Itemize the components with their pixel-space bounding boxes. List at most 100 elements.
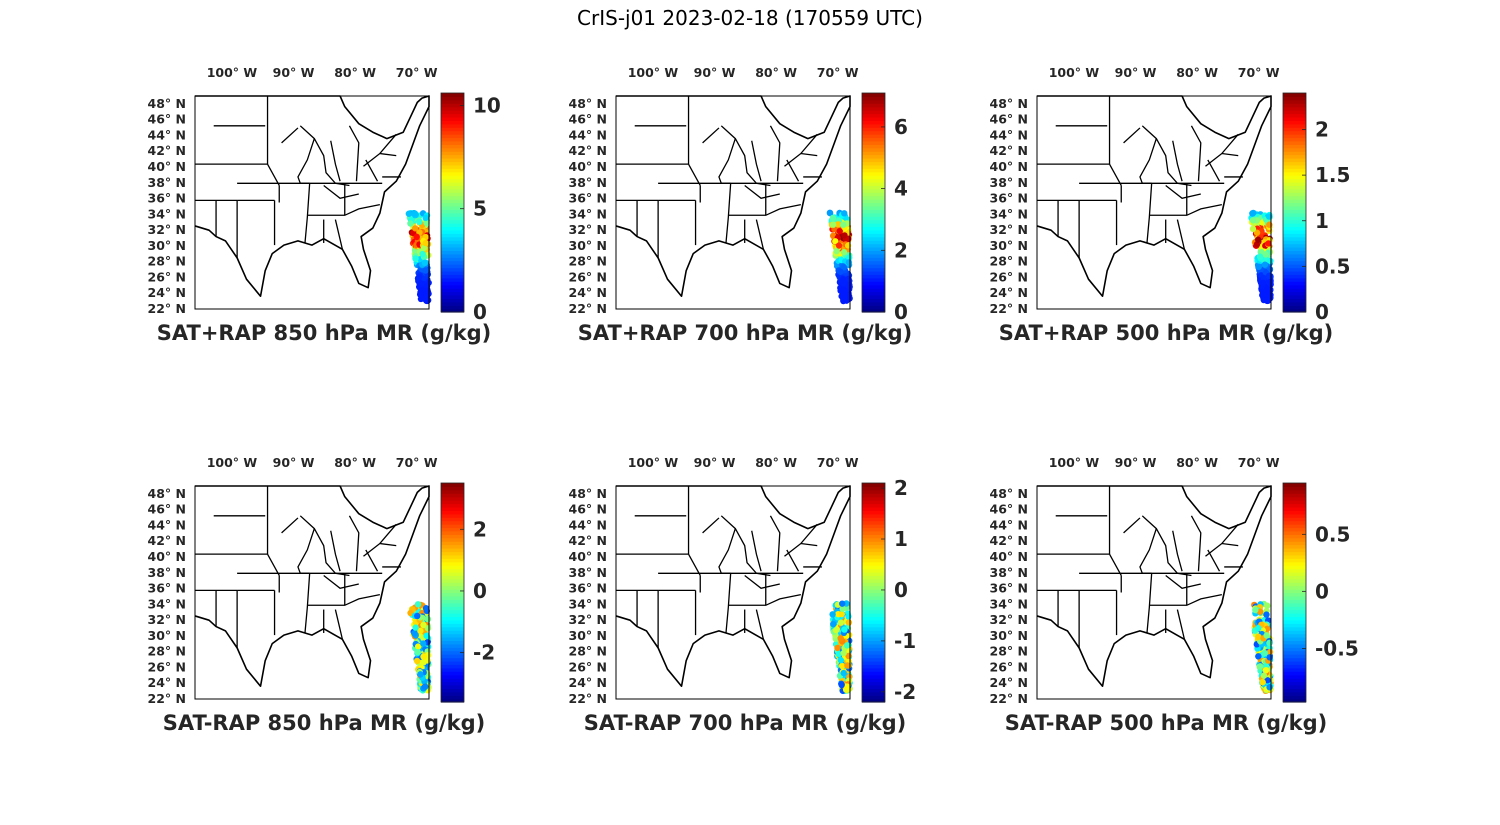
colorbar-segment	[1283, 246, 1306, 252]
colorbar-segment	[862, 151, 885, 156]
colorbar-segment	[862, 229, 885, 234]
data-point	[841, 626, 848, 633]
latitude-tick-label: 40° N	[569, 159, 607, 174]
colorbar-segment	[441, 223, 464, 228]
colorbar-segment	[1283, 510, 1306, 515]
state-border	[755, 219, 765, 250]
data-point	[834, 644, 841, 652]
longitude-tick-label: 70° W	[817, 65, 859, 80]
colorbar-segment	[441, 551, 464, 556]
data-point	[837, 635, 844, 642]
colorbar-segment	[441, 489, 464, 494]
data-point	[412, 624, 419, 631]
latitude-tick-label: 36° N	[569, 581, 607, 596]
colorbar-segment	[441, 500, 464, 505]
state-border	[1221, 133, 1239, 154]
colorbar-segment	[441, 636, 464, 642]
data-point	[412, 255, 419, 262]
state-border	[718, 515, 737, 574]
colorbar-segment	[862, 219, 885, 224]
state-border	[281, 127, 299, 144]
colorbar-segment	[1283, 640, 1306, 645]
colorbar-segment	[1283, 154, 1306, 159]
state-border	[1146, 183, 1153, 244]
colorbar-segment	[441, 284, 464, 289]
longitude-tick-label: 80° W	[334, 65, 376, 80]
latitude-tick-label: 44° N	[148, 127, 186, 142]
colorbar-segment	[862, 589, 885, 594]
colorbar-segment	[441, 236, 464, 241]
latitude-tick-label: 46° N	[990, 502, 1028, 517]
state-border	[755, 609, 765, 640]
colorbar-segment	[1283, 691, 1306, 696]
state-border	[1155, 138, 1192, 187]
data-point	[1262, 667, 1270, 674]
colorbar-segment	[862, 517, 885, 522]
colorbar-segment	[862, 284, 885, 289]
colorbar-segment	[441, 144, 464, 149]
colorbar-segment	[862, 192, 885, 197]
data-point	[421, 259, 429, 267]
colorbar-segment	[1283, 561, 1306, 566]
colorbar-tick-label: 2	[473, 517, 487, 541]
colorbar-segment	[441, 664, 464, 669]
colorbar-segment	[862, 613, 885, 618]
colorbar-segment	[1283, 130, 1306, 135]
colorbar-segment	[441, 288, 464, 293]
data-point	[845, 613, 852, 620]
colorbar-segment	[862, 116, 885, 121]
colorbar-segment	[1283, 281, 1306, 286]
colorbar-segment	[1283, 158, 1306, 163]
colorbar-segment	[862, 106, 885, 111]
data-point	[422, 239, 429, 247]
colorbar-segment	[441, 175, 464, 180]
colorbar-segment	[1283, 660, 1306, 665]
state-border	[1176, 219, 1186, 250]
latitude-tick-label: 38° N	[569, 175, 607, 190]
colorbar-segment	[441, 654, 464, 659]
latitude-tick-label: 34° N	[148, 596, 186, 611]
data-point	[424, 625, 432, 632]
latitude-tick-label: 42° N	[990, 533, 1028, 548]
state-border	[379, 523, 397, 544]
latitude-tick-label: 34° N	[990, 206, 1028, 221]
longitude-tick-label: 80° W	[1176, 65, 1218, 80]
colorbar-segment	[441, 202, 464, 207]
data-point	[414, 601, 422, 608]
map-frame	[194, 95, 430, 310]
colorbar-segment	[441, 103, 464, 108]
colorbar-segment	[441, 527, 464, 532]
colorbar-segment	[1283, 277, 1306, 282]
colorbar-segment	[1283, 489, 1306, 494]
colorbar-segment	[862, 582, 885, 587]
colorbar-segment	[441, 678, 464, 683]
colorbar-segment	[441, 151, 464, 156]
data-point	[417, 671, 424, 678]
data-point	[1255, 263, 1262, 270]
colorbar-segment	[441, 582, 464, 587]
data-point	[413, 657, 421, 665]
state-border	[718, 125, 737, 184]
colorbar-segment	[441, 308, 464, 313]
latitude-tick-label: 46° N	[990, 112, 1028, 127]
state-border	[297, 515, 316, 574]
longitude-tick-label: 70° W	[1238, 65, 1280, 80]
state-border	[330, 140, 341, 182]
map-frame	[194, 485, 430, 700]
colorbar-segment	[1283, 674, 1306, 679]
colorbar-segment	[1283, 595, 1306, 600]
colorbar-segment	[441, 134, 464, 139]
colorbar-segment	[441, 243, 464, 248]
data-point	[834, 221, 842, 228]
latitude-tick-label: 42° N	[990, 143, 1028, 158]
colorbar-segment	[441, 667, 464, 672]
latitude-tick-label: 48° N	[990, 96, 1028, 111]
latitude-tick-label: 32° N	[569, 612, 607, 627]
data-point	[1264, 294, 1271, 302]
colorbar-segment	[862, 246, 885, 252]
colorbar-segment	[1283, 110, 1306, 115]
latitude-tick-label: 28° N	[148, 644, 186, 659]
colorbar-segment	[862, 103, 885, 108]
latitude-tick-label: 22° N	[990, 301, 1028, 316]
state-border	[702, 517, 720, 534]
